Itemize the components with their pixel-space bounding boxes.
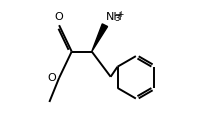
Text: 3: 3 [114,14,119,23]
Text: +: + [117,10,123,19]
Text: O: O [48,73,57,83]
Text: NH: NH [106,12,122,22]
Text: O: O [54,12,63,22]
Polygon shape [92,24,108,52]
